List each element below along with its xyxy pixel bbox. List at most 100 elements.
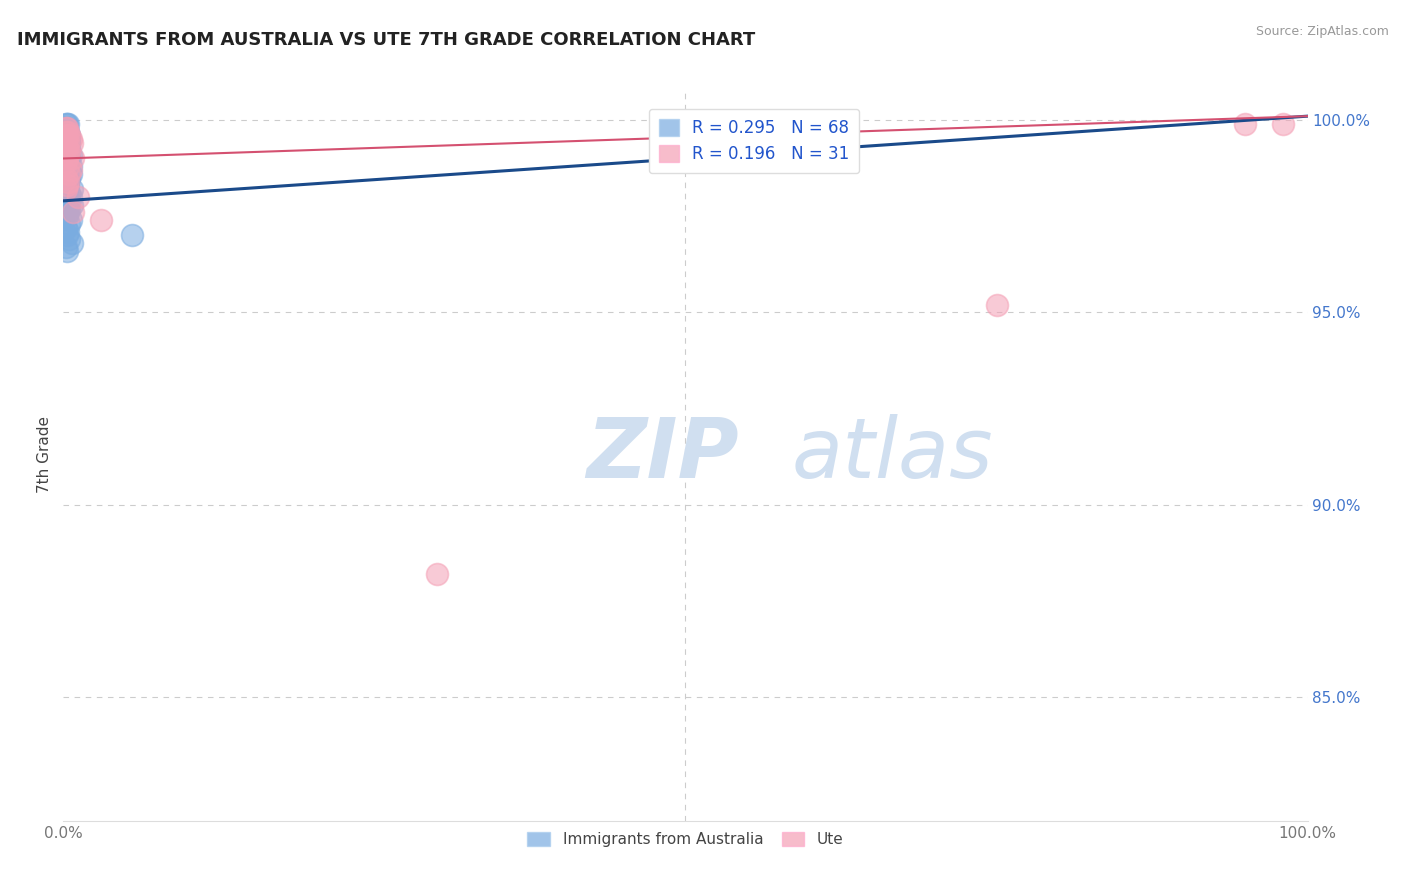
Point [58, 163, 80, 178]
Point [55, 163, 77, 178]
Point [58, 128, 80, 143]
Point [58, 147, 80, 161]
Point [56, 136, 79, 150]
Point [56, 186, 79, 201]
Point [58, 124, 80, 138]
Point [58, 232, 80, 246]
Point [59, 132, 82, 146]
Point [986, 298, 1008, 312]
Point [58, 128, 80, 143]
Point [55, 140, 77, 154]
Point [59, 163, 82, 178]
Point [56, 128, 79, 143]
Point [55, 124, 77, 138]
Point [56, 117, 79, 131]
Point [55, 132, 77, 146]
Point [1271, 117, 1294, 131]
Point [58, 159, 80, 173]
Point [56, 140, 79, 154]
Point [56, 209, 79, 223]
Point [58, 140, 80, 154]
Point [58, 197, 80, 211]
Point [58, 136, 80, 150]
Point [58, 132, 80, 146]
Point [55, 182, 77, 196]
Point [58, 167, 80, 181]
Point [58, 202, 80, 216]
Text: Source: ZipAtlas.com: Source: ZipAtlas.com [1256, 25, 1389, 38]
Point [55, 194, 77, 208]
Point [56, 244, 79, 258]
Point [56, 167, 79, 181]
Point [58, 205, 80, 219]
Point [58, 136, 80, 150]
Point [67, 190, 90, 204]
Point [55, 120, 77, 135]
Point [56, 152, 79, 166]
Point [56, 132, 79, 146]
Point [55, 147, 77, 161]
Point [56, 152, 79, 166]
Point [58, 175, 80, 189]
Text: ZIP: ZIP [586, 415, 738, 495]
Point [55, 175, 77, 189]
Point [59, 159, 82, 173]
Point [55, 128, 77, 143]
Point [55, 155, 77, 169]
Point [56, 178, 79, 193]
Point [60, 197, 83, 211]
Point [59, 213, 82, 227]
Point [58, 178, 80, 193]
Point [58, 147, 80, 161]
Point [55, 155, 77, 169]
Point [59, 167, 82, 181]
Y-axis label: 7th Grade: 7th Grade [37, 417, 52, 493]
Point [62, 152, 84, 166]
Point [56, 194, 79, 208]
Point [55, 220, 77, 235]
Point [53, 124, 76, 138]
Text: atlas: atlas [792, 415, 993, 495]
Point [55, 170, 77, 185]
Point [58, 152, 80, 166]
Point [58, 128, 80, 143]
Point [62, 205, 84, 219]
Point [58, 140, 80, 154]
Point [58, 159, 80, 173]
Text: IMMIGRANTS FROM AUSTRALIA VS UTE 7TH GRADE CORRELATION CHART: IMMIGRANTS FROM AUSTRALIA VS UTE 7TH GRA… [17, 31, 755, 49]
Point [59, 147, 82, 161]
Point [58, 175, 80, 189]
Point [1234, 117, 1257, 131]
Point [58, 144, 80, 158]
Point [56, 128, 79, 143]
Point [58, 136, 80, 150]
Point [56, 178, 79, 193]
Point [58, 117, 80, 131]
Point [55, 120, 77, 135]
Point [60, 236, 83, 251]
Point [59, 190, 82, 204]
Point [55, 132, 77, 146]
Point [55, 117, 77, 131]
Point [58, 170, 80, 185]
Point [56, 228, 79, 243]
Point [56, 144, 79, 158]
Point [55, 202, 77, 216]
Point [60, 182, 83, 196]
Point [58, 217, 80, 231]
Point [56, 155, 79, 169]
Legend: Immigrants from Australia, Ute: Immigrants from Australia, Ute [522, 825, 849, 854]
Point [56, 120, 79, 135]
Point [56, 144, 79, 158]
Point [55, 182, 77, 196]
Point [56, 120, 79, 135]
Point [426, 567, 449, 582]
Point [60, 136, 83, 150]
Point [58, 144, 80, 158]
Point [90, 213, 112, 227]
Point [58, 186, 80, 201]
Point [58, 225, 80, 239]
Point [58, 152, 80, 166]
Point [55, 140, 77, 154]
Point [58, 190, 80, 204]
